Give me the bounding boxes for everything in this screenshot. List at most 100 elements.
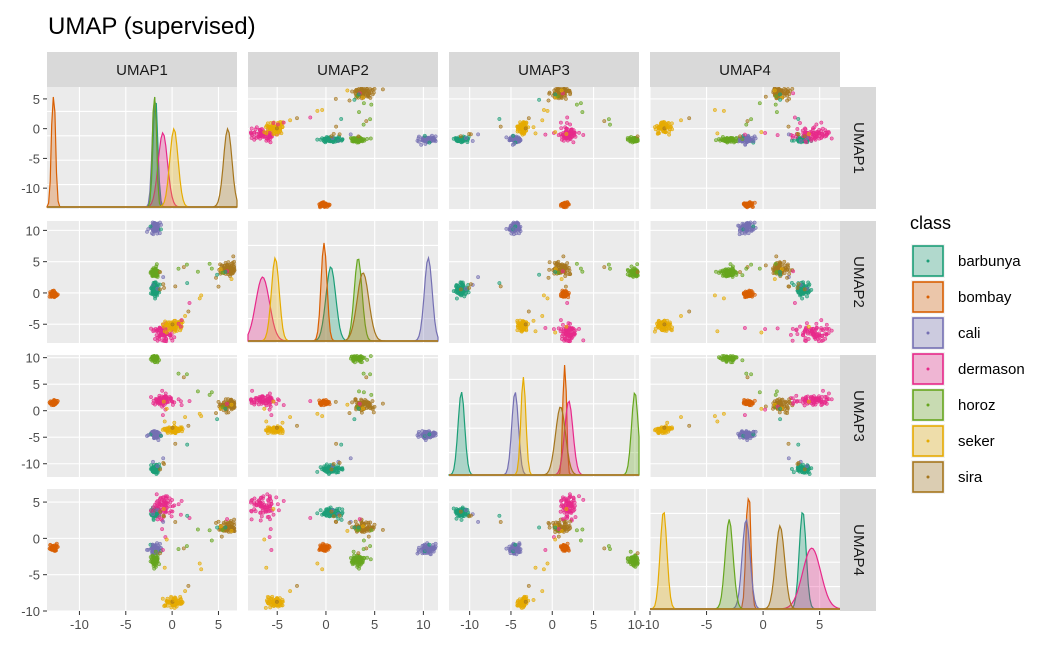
point-dermason xyxy=(272,121,275,124)
point-barbunya xyxy=(455,139,458,142)
point-barbunya xyxy=(224,270,227,273)
point-sira xyxy=(214,411,217,414)
point-dermason xyxy=(815,322,818,325)
point-horoz xyxy=(727,137,730,140)
point-barbunya xyxy=(537,98,540,101)
point-sira xyxy=(224,398,227,401)
point-seker xyxy=(288,415,291,418)
point-dermason xyxy=(171,339,174,342)
point-horoz xyxy=(575,103,578,106)
point-dermason xyxy=(544,133,547,136)
point-dermason xyxy=(791,134,794,137)
point-barbunya xyxy=(151,287,154,290)
point-seker xyxy=(516,130,519,133)
point-seker xyxy=(666,421,669,424)
point-dermason xyxy=(173,401,176,404)
point-cali xyxy=(505,136,508,139)
point-seker xyxy=(670,329,673,332)
panel-umap3-umap3 xyxy=(449,355,639,477)
point-dermason xyxy=(552,327,555,330)
point-barbunya xyxy=(537,273,540,276)
point-seker xyxy=(666,319,669,322)
point-dermason xyxy=(824,332,827,335)
point-sira xyxy=(369,96,372,99)
point-dermason xyxy=(791,339,794,342)
point-sira xyxy=(295,424,298,427)
point-sira xyxy=(764,405,767,408)
point-sira xyxy=(162,286,165,289)
point-cali xyxy=(471,139,474,142)
point-dermason xyxy=(149,327,152,330)
point-dermason xyxy=(161,413,164,416)
point-sira xyxy=(332,132,335,135)
point-horoz xyxy=(361,356,364,359)
point-sira xyxy=(499,285,502,288)
point-barbunya xyxy=(159,434,162,437)
point-horoz xyxy=(745,123,748,126)
point-dermason xyxy=(582,339,585,342)
point-dermason xyxy=(250,389,253,392)
point-seker xyxy=(661,430,664,433)
point-seker xyxy=(173,319,176,322)
point-dermason xyxy=(821,400,824,403)
point-bombay xyxy=(55,294,58,297)
point-cali xyxy=(752,228,755,231)
point-sira xyxy=(218,263,221,266)
point-dermason xyxy=(812,395,815,398)
point-seker xyxy=(773,277,776,280)
panel-umap3-umap2 xyxy=(248,354,438,477)
point-cali xyxy=(153,225,156,228)
point-sira xyxy=(174,285,177,288)
point-dermason xyxy=(803,404,806,407)
point-dermason xyxy=(179,325,182,328)
point-horoz xyxy=(729,263,732,266)
point-barbunya xyxy=(498,281,501,284)
point-sira xyxy=(227,411,230,414)
point-seker xyxy=(670,122,673,125)
point-sira xyxy=(468,132,471,135)
point-seker xyxy=(166,321,169,324)
point-horoz xyxy=(775,110,778,113)
point-dermason xyxy=(260,395,263,398)
point-cali xyxy=(349,133,352,136)
point-sira xyxy=(785,276,788,279)
point-horoz xyxy=(728,357,731,360)
point-dermason xyxy=(789,333,792,336)
point-sira xyxy=(330,468,333,471)
point-seker xyxy=(520,329,523,332)
point-seker xyxy=(534,330,537,333)
point-seker xyxy=(263,407,266,410)
point-barbunya xyxy=(340,443,343,446)
point-dermason xyxy=(795,394,798,397)
panel-umap1-umap2 xyxy=(248,87,438,209)
point-barbunya xyxy=(149,464,152,467)
panel-background xyxy=(449,355,639,477)
point-seker xyxy=(653,330,656,333)
point-sira xyxy=(365,119,368,122)
point-barbunya xyxy=(353,98,356,101)
point-seker xyxy=(278,431,281,434)
point-horoz xyxy=(362,372,365,375)
point-seker xyxy=(281,421,284,424)
point-dermason xyxy=(180,318,183,321)
panel-background xyxy=(650,87,840,209)
point-horoz xyxy=(155,263,158,266)
point-dermason xyxy=(825,133,828,136)
point-seker xyxy=(713,108,716,111)
point-dermason xyxy=(563,126,566,129)
point-sira xyxy=(527,310,530,313)
point-dermason xyxy=(269,405,272,408)
point-sira xyxy=(524,323,527,326)
point-sira xyxy=(468,286,471,289)
point-dermason xyxy=(821,328,824,331)
point-seker xyxy=(760,407,763,410)
point-seker xyxy=(281,126,284,129)
point-dermason xyxy=(164,339,167,342)
point-barbunya xyxy=(423,134,426,137)
point-sira xyxy=(803,288,806,291)
point-dermason xyxy=(149,395,152,398)
point-sira xyxy=(568,272,571,275)
point-dermason xyxy=(270,413,273,416)
point-bombay xyxy=(55,401,58,404)
point-cali xyxy=(737,224,740,227)
